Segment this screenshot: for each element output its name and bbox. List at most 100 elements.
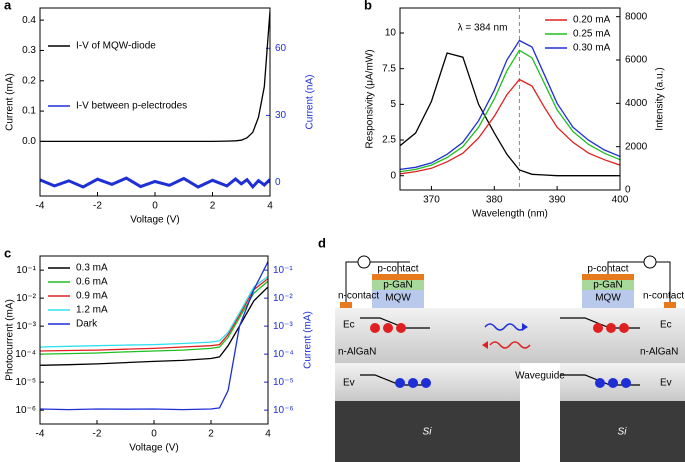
label: Waveguide bbox=[515, 371, 565, 382]
pcontact-left bbox=[372, 274, 424, 280]
x-axis-label: Wavelength (nm) bbox=[472, 209, 548, 220]
label: p-GaN bbox=[383, 280, 412, 291]
x-tick-label: -4 bbox=[36, 429, 45, 440]
y-tick-label: 10⁻¹ bbox=[273, 265, 293, 276]
y-tick-label: 0.3 bbox=[22, 45, 36, 56]
x-tick-label: 370 bbox=[423, 195, 440, 206]
x-tick-label: 4 bbox=[267, 201, 273, 212]
x-tick-label: 0 bbox=[152, 201, 158, 212]
legend-label: I-V of MQW-diode bbox=[76, 41, 156, 52]
label: n-contact bbox=[338, 291, 379, 302]
y-tick-label: 0.4 bbox=[22, 15, 36, 26]
x-tick-label: 2 bbox=[210, 201, 216, 212]
upper-layer bbox=[335, 308, 685, 363]
legend-label: Dark bbox=[76, 319, 98, 330]
legend-label: 0.25 mA bbox=[573, 29, 611, 40]
series-line bbox=[40, 275, 268, 348]
series-line bbox=[400, 78, 620, 175]
x-tick-label: -2 bbox=[93, 201, 102, 212]
label: p-contact bbox=[377, 264, 418, 275]
series-line bbox=[40, 278, 268, 352]
plot-frame bbox=[399, 7, 621, 191]
pcontact-right bbox=[582, 274, 634, 280]
x-axis-label: Voltage (V) bbox=[129, 443, 178, 454]
x-tick-label: 2 bbox=[208, 429, 214, 440]
y-tick-label: 10⁻⁵ bbox=[15, 377, 36, 388]
series-line bbox=[400, 39, 620, 171]
legend-label: I-V between p-electrodes bbox=[76, 101, 187, 112]
y-axis-label: Photocurrent (mA) bbox=[5, 299, 16, 381]
y-tick-label: 0.0 bbox=[22, 136, 36, 147]
series-line bbox=[40, 10, 270, 143]
x-tick-label: 380 bbox=[486, 195, 503, 206]
y-tick-label: 10⁻² bbox=[16, 293, 36, 304]
plot-frame bbox=[39, 7, 271, 197]
y-tick-label: 6000 bbox=[625, 55, 648, 66]
y-tick-label: 2000 bbox=[625, 141, 648, 152]
source-right bbox=[643, 255, 657, 269]
legend-label: 0.3 mA bbox=[76, 263, 108, 274]
y2-axis-label: Current (nA) bbox=[305, 74, 316, 129]
y-tick-label: 10⁻² bbox=[273, 293, 293, 304]
y2-axis-label: Intensity (a.u.) bbox=[655, 67, 666, 130]
series-line bbox=[40, 280, 268, 355]
y-tick-label: 8000 bbox=[625, 11, 648, 22]
x-tick-label: -2 bbox=[93, 429, 102, 440]
label: n-AlGaN bbox=[338, 347, 376, 358]
y-tick-label: 30 bbox=[275, 110, 287, 121]
legend-label: 0.20 mA bbox=[573, 15, 611, 26]
x-tick-label: -4 bbox=[36, 201, 45, 212]
y-tick-label: 10⁻⁴ bbox=[15, 349, 36, 360]
arrow-red bbox=[482, 341, 488, 349]
label: n-contact bbox=[643, 291, 684, 302]
y-tick-label: 0.2 bbox=[22, 75, 36, 86]
series-line bbox=[40, 261, 268, 411]
y-tick-label: 7.5 bbox=[382, 63, 396, 74]
legend-label: 0.30 mA bbox=[573, 43, 611, 54]
legend-label: 0.9 mA bbox=[76, 291, 108, 302]
pgan-right bbox=[582, 280, 634, 290]
panel-label: a bbox=[4, 0, 12, 12]
si-left bbox=[335, 401, 520, 462]
y-axis-label: Current (mA) bbox=[5, 73, 16, 131]
holes bbox=[395, 378, 631, 388]
label: Ev bbox=[660, 378, 672, 389]
ncontact-left bbox=[340, 302, 352, 308]
label: p-GaN bbox=[593, 280, 622, 291]
y-tick-label: 10⁻⁶ bbox=[273, 405, 294, 416]
series-line bbox=[400, 52, 620, 177]
label: Ec bbox=[660, 320, 672, 331]
series-line bbox=[40, 286, 268, 366]
x-tick-label: 390 bbox=[549, 195, 566, 206]
y-tick-label: 4000 bbox=[625, 98, 648, 109]
label: MQW bbox=[595, 293, 621, 304]
y-tick-label: 0.1 bbox=[22, 106, 36, 117]
electrons bbox=[370, 323, 629, 333]
diagram: d p-contact p-GaN MQW n-contact Ec Ev n-… bbox=[318, 235, 685, 462]
pgan-left bbox=[372, 280, 424, 290]
x-tick-label: 4 bbox=[265, 429, 271, 440]
si-right bbox=[560, 401, 685, 462]
series-line bbox=[40, 176, 270, 190]
y-tick-label: 2.5 bbox=[382, 135, 396, 146]
legend-label: 0.6 mA bbox=[76, 277, 108, 288]
ncontact-right bbox=[664, 302, 676, 308]
label: Si bbox=[423, 427, 433, 438]
y-tick-label: 10⁻⁴ bbox=[273, 349, 294, 360]
legend-label: 1.2 mA bbox=[76, 305, 108, 316]
y-axis-label: Responsivity (μA/mW) bbox=[365, 49, 376, 148]
y-tick-label: 60 bbox=[275, 43, 287, 54]
annotation: λ = 384 nm bbox=[458, 23, 508, 34]
y-tick-label: 10⁻³ bbox=[16, 321, 36, 332]
plot-frame bbox=[39, 255, 269, 425]
x-tick-label: 400 bbox=[612, 195, 629, 206]
label: Ev bbox=[343, 378, 355, 389]
y2-axis-label: Current (mA) bbox=[303, 311, 314, 369]
panel-label: b bbox=[364, 0, 372, 12]
y-tick-label: 0 bbox=[275, 177, 281, 188]
y-tick-label: 0 bbox=[390, 170, 396, 181]
wave-red bbox=[489, 341, 531, 349]
label: Ec bbox=[343, 320, 355, 331]
y-tick-label: 10 bbox=[385, 28, 397, 39]
